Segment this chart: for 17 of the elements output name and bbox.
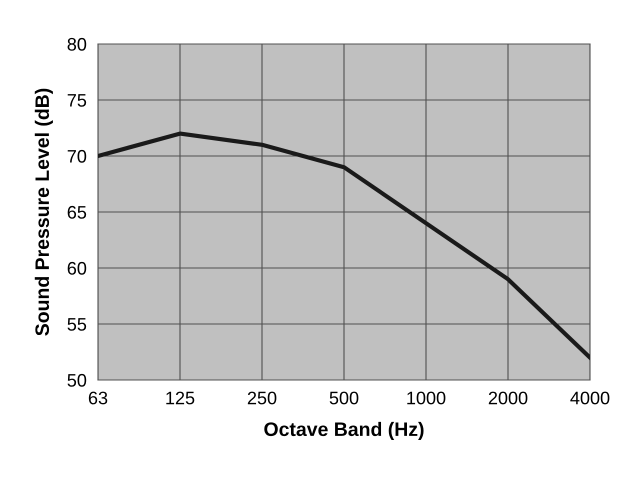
x-tick-label: 500 [330,392,358,404]
y-tick-label: 65 [68,206,86,219]
y-tick-label: 70 [68,150,86,163]
x-tick-label: 4000 [570,392,610,404]
x-tick-label: 125 [166,392,194,404]
y-tick-label: 75 [68,94,86,107]
x-tick-label: 1000 [407,392,446,404]
x-tick-label: 250 [248,392,276,404]
y-tick-label: 80 [68,38,86,51]
x-tick-label: 63 [88,392,108,404]
x-axis-title: Octave Band (Hz) [264,422,424,440]
x-tick-label: 2000 [488,392,528,404]
y-tick-label: 50 [68,374,86,387]
y-tick-label: 60 [68,262,86,275]
y-axis-title: Sound Pressure Level (dB) [34,88,53,336]
line-series [98,132,590,360]
y-tick-label: 55 [68,318,86,331]
